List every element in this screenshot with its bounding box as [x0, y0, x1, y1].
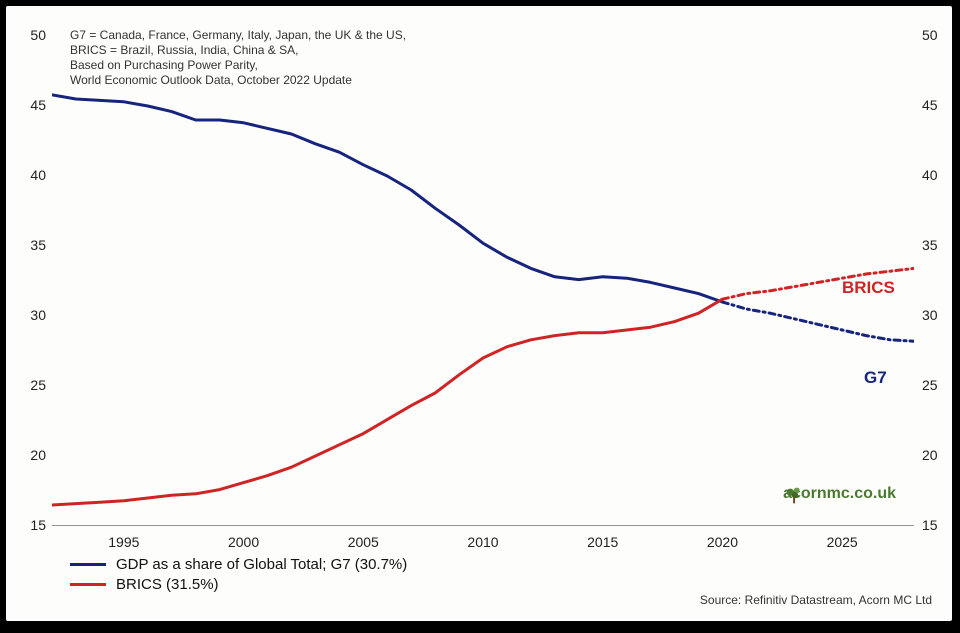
y-tick-right: 25: [922, 377, 952, 393]
x-tick-label: 1995: [108, 534, 139, 550]
plot-svg: [52, 36, 914, 526]
watermark: acornmc.co.uk: [783, 485, 896, 503]
series-end-label: BRICS: [842, 278, 895, 298]
tree-icon: [783, 485, 805, 507]
legend-item-brics: BRICS (31.5%): [70, 574, 407, 594]
y-tick-left: 40: [16, 167, 46, 183]
y-tick-left: 30: [16, 307, 46, 323]
source-text: Source: Refinitiv Datastream, Acorn MC L…: [700, 593, 932, 607]
legend-label-brics: BRICS (31.5%): [116, 576, 219, 593]
y-tick-left: 45: [16, 97, 46, 113]
y-tick-left: 25: [16, 377, 46, 393]
legend-swatch-g7: [70, 563, 106, 566]
x-tick-label: 2000: [228, 534, 259, 550]
outer-frame: G7 = Canada, France, Germany, Italy, Jap…: [0, 0, 960, 633]
y-tick-right: 20: [922, 447, 952, 463]
legend-label-g7: GDP as a share of Global Total; G7 (30.7…: [116, 556, 407, 573]
y-tick-right: 40: [922, 167, 952, 183]
x-tick-label: 2015: [587, 534, 618, 550]
x-tick-label: 2005: [348, 534, 379, 550]
x-tick-label: 2025: [827, 534, 858, 550]
plot-area: [52, 36, 914, 526]
y-tick-left: 35: [16, 237, 46, 253]
y-tick-right: 45: [922, 97, 952, 113]
chart-panel: G7 = Canada, France, Germany, Italy, Jap…: [6, 6, 952, 621]
y-tick-left: 15: [16, 517, 46, 533]
y-tick-left: 20: [16, 447, 46, 463]
series-end-label: G7: [864, 368, 887, 388]
y-tick-left: 50: [16, 27, 46, 43]
y-tick-right: 15: [922, 517, 952, 533]
y-tick-right: 35: [922, 237, 952, 253]
y-tick-right: 30: [922, 307, 952, 323]
legend-swatch-brics: [70, 583, 106, 586]
x-tick-label: 2020: [707, 534, 738, 550]
legend: GDP as a share of Global Total; G7 (30.7…: [70, 554, 407, 594]
legend-item-g7: GDP as a share of Global Total; G7 (30.7…: [70, 554, 407, 574]
x-tick-label: 2010: [467, 534, 498, 550]
y-tick-right: 50: [922, 27, 952, 43]
